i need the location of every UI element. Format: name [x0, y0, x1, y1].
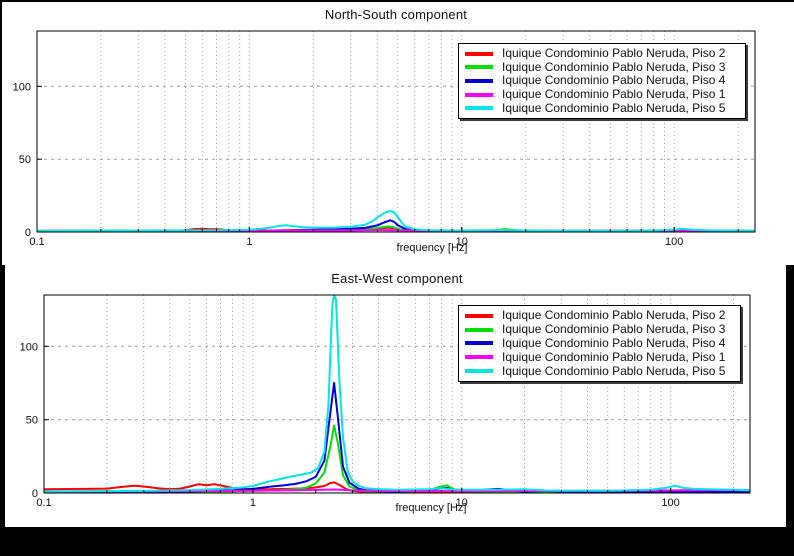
legend-entry: Iquique Condominio Pablo Neruda, Piso 2: [465, 309, 734, 322]
legend-entry: Iquique Condominio Pablo Neruda, Piso 5: [465, 100, 739, 115]
x-tick-label: 0.1: [29, 236, 44, 248]
x-tick-label: 10: [456, 497, 468, 509]
legend-entry: Iquique Condominio Pablo Neruda, Piso 1: [465, 349, 734, 364]
x-tick-label: 0.1: [36, 497, 51, 509]
x-tick-label: 1: [250, 497, 256, 509]
y-tick-label: 100: [13, 81, 31, 93]
series-line-3: [44, 488, 750, 493]
legend-label: Iquique Condominio Pablo Neruda, Piso 4: [502, 73, 726, 88]
legend-label: Iquique Condominio Pablo Neruda, Piso 2: [502, 46, 726, 61]
east-west-xlabel: frequency [Hz]: [395, 502, 467, 514]
legend-line-swatch: [465, 369, 493, 374]
x-tick-label: 100: [665, 236, 683, 248]
x-tick-label: 10: [456, 236, 468, 248]
legend-entry: Iquique Condominio Pablo Neruda, Piso 4: [465, 74, 739, 87]
axes-box: [43, 294, 751, 494]
north-south-xlabel: frequency [Hz]: [396, 242, 468, 254]
legend-line-swatch: [465, 327, 493, 332]
y-tick-label: 0: [32, 488, 38, 500]
y-tick-label: 50: [26, 415, 38, 427]
legend-entry: Iquique Condominio Pablo Neruda, Piso 3: [465, 59, 739, 74]
legend-label: Iquique Condominio Pablo Neruda, Piso 3: [502, 59, 726, 74]
legend-label: Iquique Condominio Pablo Neruda, Piso 1: [502, 349, 726, 364]
series-line-2: [44, 382, 750, 493]
north-south-panel: North-South component 0.1 1 10 100 0 50 100 fr…: [2, 2, 794, 265]
series-group: [37, 209, 755, 232]
series-line-4: [44, 295, 750, 493]
legend-line-swatch: [465, 355, 493, 360]
legend-label: Iquique Condominio Pablo Neruda, Piso 4: [502, 335, 726, 350]
legend-entry: Iquique Condominio Pablo Neruda, Piso 4: [465, 335, 734, 350]
series-group: [44, 295, 750, 493]
series-line-1: [44, 424, 750, 493]
legend-line-swatch: [465, 313, 493, 318]
legend-label: Iquique Condominio Pablo Neruda, Piso 5: [502, 100, 726, 115]
y-tick-label: 100: [20, 341, 38, 353]
x-tick-label: 100: [661, 497, 679, 509]
legend-line-swatch: [465, 51, 493, 56]
legend-label: Iquique Condominio Pablo Neruda, Piso 3: [502, 322, 726, 337]
legend-label: Iquique Condominio Pablo Neruda, Piso 2: [502, 308, 726, 323]
north-south-title: North-South component: [324, 7, 468, 22]
legend-label: Iquique Condominio Pablo Neruda, Piso 5: [502, 363, 726, 378]
legend-line-swatch: [465, 65, 493, 70]
north-south-plot-area: 0.1 1 10 100 0 50 100: [13, 30, 756, 248]
legend-line-swatch: [465, 78, 493, 83]
legend-line-swatch: [465, 92, 493, 97]
y-tick-label: 50: [19, 154, 31, 166]
legend-line-swatch: [465, 341, 493, 346]
east-west-panel: East-West component 0.1 1 10 100 0 50 100 freq…: [5, 265, 786, 527]
x-tick-label: 1: [246, 236, 252, 248]
east-west-title: East-West component: [331, 271, 463, 286]
legend-line-swatch: [465, 106, 493, 111]
legend-entry: Iquique Condominio Pablo Neruda, Piso 2: [465, 47, 739, 60]
legend-entry: Iquique Condominio Pablo Neruda, Piso 3: [465, 323, 734, 336]
y-tick-label: 0: [25, 227, 31, 239]
legend-label: Iquique Condominio Pablo Neruda, Piso 1: [502, 87, 726, 102]
legend-entry: Iquique Condominio Pablo Neruda, Piso 1: [465, 88, 739, 101]
axes-box: [36, 30, 756, 233]
legend-entry: Iquique Condominio Pablo Neruda, Piso 5: [465, 363, 734, 378]
